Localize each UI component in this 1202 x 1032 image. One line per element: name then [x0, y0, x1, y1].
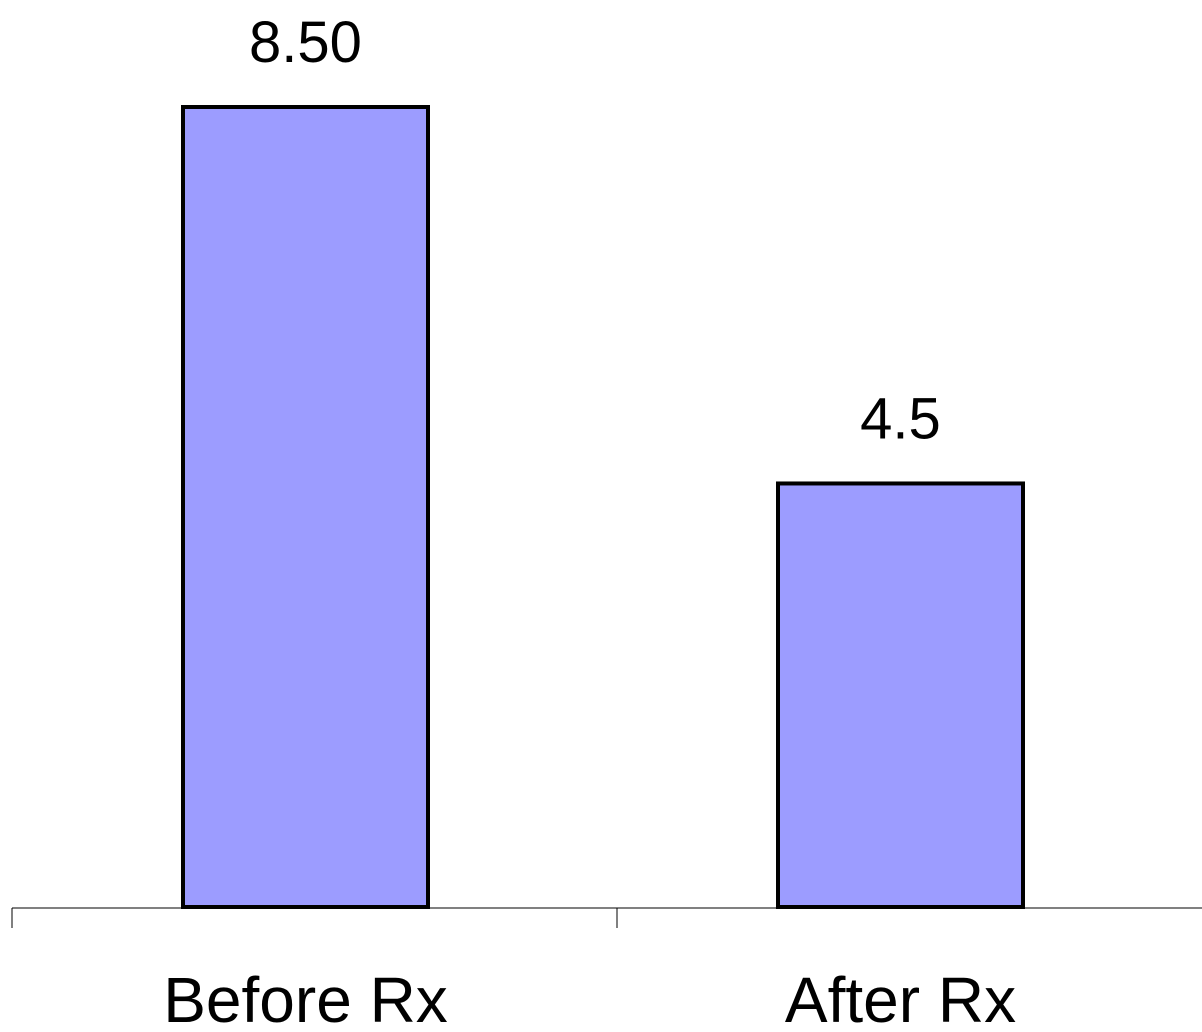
x-tick-label-1: Before Rx: [163, 964, 448, 1032]
x-tick-label-2: After Rx: [785, 964, 1016, 1032]
x-tick-labels: Before Rx After Rx: [163, 964, 1016, 1032]
bars-layer: [181, 105, 1025, 909]
bar-2: [776, 481, 1025, 909]
data-label-2: 4.5: [860, 386, 941, 451]
data-label-1: 8.50: [249, 10, 362, 75]
data-labels-layer: 8.50 4.5: [249, 10, 941, 451]
bar-1: [181, 105, 430, 909]
x-axis: [11, 907, 1202, 928]
